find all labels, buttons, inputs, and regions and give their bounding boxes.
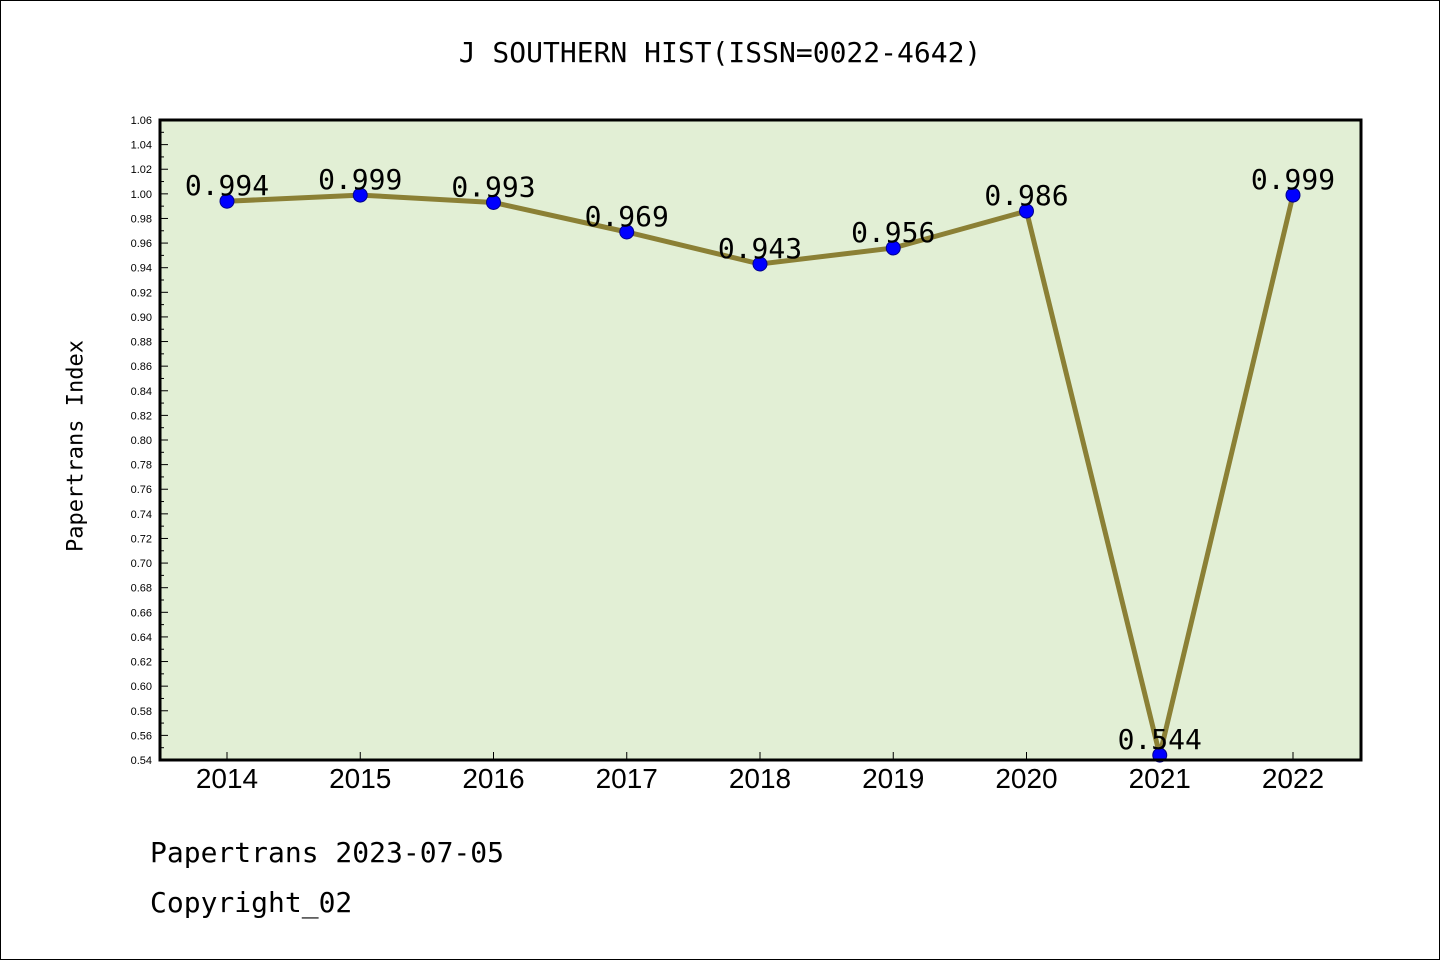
data-label: 0.994	[185, 169, 269, 202]
y-tick-label: 0.60	[131, 681, 152, 693]
y-tick-label: 0.56	[131, 730, 152, 742]
y-tick-label: 0.94	[131, 263, 152, 275]
y-tick-label: 0.84	[131, 386, 152, 398]
y-tick-label: 0.68	[131, 583, 152, 595]
y-tick-label: 0.78	[131, 460, 152, 472]
y-tick-label: 0.76	[131, 484, 152, 496]
x-tick-label: 2014	[196, 763, 258, 794]
y-tick-label: 1.06	[131, 115, 152, 127]
x-tick-label: 2015	[329, 763, 391, 794]
data-point	[486, 194, 501, 210]
x-tick-label: 2016	[462, 763, 524, 794]
y-tick-label: 0.74	[131, 509, 152, 521]
data-label: 0.986	[984, 179, 1068, 212]
y-tick-label: 0.66	[131, 607, 152, 619]
y-tick-label: 0.58	[131, 706, 152, 718]
data-label: 0.993	[451, 170, 535, 203]
data-label: 0.956	[851, 216, 935, 249]
data-point	[219, 193, 235, 209]
y-tick-label: 0.54	[131, 755, 152, 767]
y-tick-label: 1.00	[131, 189, 152, 201]
y-tick-label: 0.98	[131, 213, 152, 225]
plot-border	[158, 118, 1363, 762]
data-label: 0.943	[718, 232, 802, 265]
y-tick-label: 0.96	[131, 238, 152, 250]
y-tick-label: 1.02	[131, 164, 152, 176]
y-tick-label: 0.86	[131, 361, 152, 373]
plot-area	[160, 120, 1361, 760]
x-tick-label: 2019	[862, 763, 924, 794]
footer-date: Papertrans 2023-07-05	[150, 836, 505, 869]
chart-title: J SOUTHERN HIST(ISSN=0022-4642)	[458, 36, 982, 69]
x-tick-label: 2022	[1262, 763, 1324, 794]
footer-copyright: Copyright_02	[150, 886, 353, 919]
y-tick-label: 1.04	[131, 140, 152, 152]
data-label: 0.544	[1118, 723, 1202, 756]
x-tick-label: 2018	[729, 763, 791, 794]
y-tick-label: 0.80	[131, 435, 152, 447]
data-point	[752, 256, 768, 272]
data-point	[619, 224, 635, 240]
y-tick-label: 0.82	[131, 410, 152, 422]
data-point	[352, 187, 368, 203]
x-tick-label: 2020	[995, 763, 1057, 794]
y-tick-label: 0.92	[131, 287, 152, 299]
data-point	[1285, 187, 1301, 203]
y-tick-label: 0.62	[131, 657, 152, 669]
y-tick-label: 0.90	[131, 312, 152, 324]
data-label: 0.999	[1251, 163, 1335, 196]
y-tick-label: 0.72	[131, 533, 152, 545]
data-label: 0.999	[318, 163, 402, 196]
data-point	[885, 240, 901, 256]
x-tick-label: 2021	[1129, 763, 1191, 794]
y-tick-label: 0.64	[131, 632, 152, 644]
y-tick-label: 0.70	[131, 558, 152, 570]
data-point	[1019, 203, 1034, 219]
data-label: 0.969	[585, 200, 669, 233]
y-tick-label: 0.88	[131, 337, 152, 349]
x-tick-label: 2017	[596, 763, 658, 794]
